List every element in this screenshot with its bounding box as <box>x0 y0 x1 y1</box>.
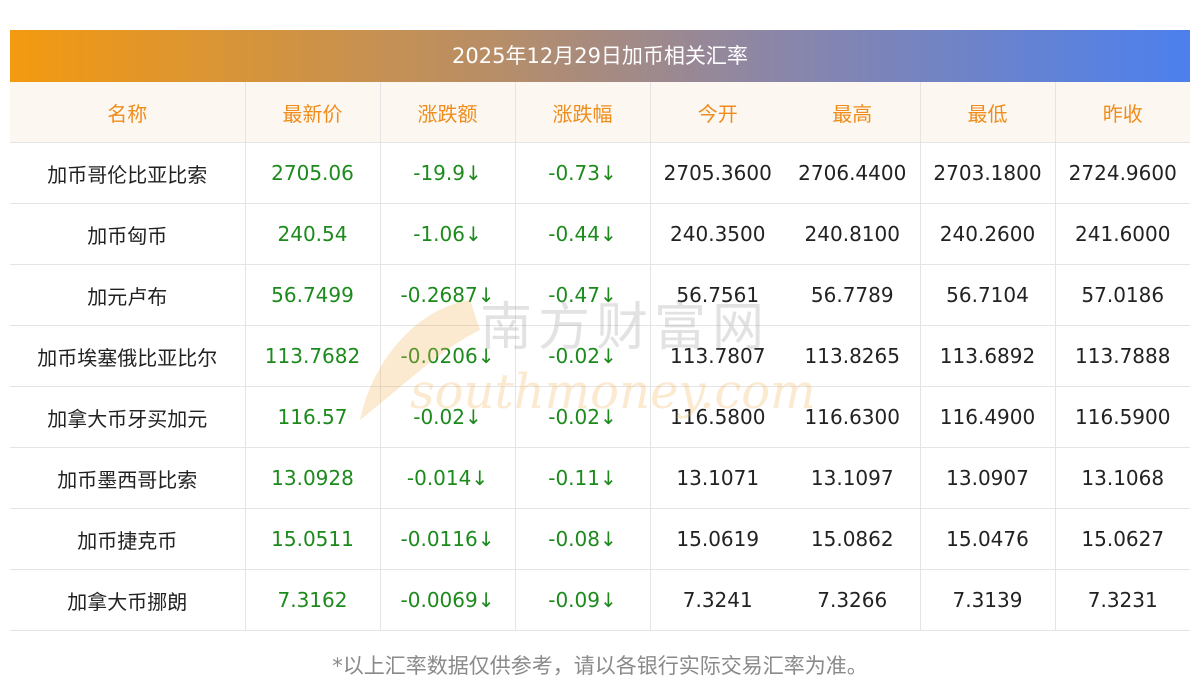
cell-latest: 240.54 <box>245 203 381 265</box>
cell-open: 113.7807 <box>650 325 785 387</box>
cell-change: -0.014↓ <box>380 447 516 509</box>
cell-change: -0.0116↓ <box>380 508 516 570</box>
cell-open: 7.3241 <box>650 569 785 631</box>
table-row: 加币匈币 240.54 -1.06↓ -0.44↓ 240.3500 240.8100 24… <box>10 203 1190 265</box>
cell-high: 116.6300 <box>785 386 921 448</box>
cell-low: 240.2600 <box>920 203 1056 265</box>
cell-high: 13.1097 <box>785 447 921 509</box>
cell-pct: -0.44↓ <box>515 203 651 265</box>
cell-latest: 15.0511 <box>245 508 381 570</box>
cell-low: 15.0476 <box>920 508 1056 570</box>
cell-low: 116.4900 <box>920 386 1056 448</box>
header-latest: 最新价 <box>245 82 381 143</box>
cell-low: 7.3139 <box>920 569 1056 631</box>
cell-high: 240.8100 <box>785 203 921 265</box>
page-title: 2025年12月29日加币相关汇率 <box>10 30 1190 82</box>
cell-low: 13.0907 <box>920 447 1056 509</box>
cell-open: 240.3500 <box>650 203 785 265</box>
cell-pct: -0.02↓ <box>515 325 651 387</box>
cell-pct: -0.09↓ <box>515 569 651 631</box>
header-open: 今开 <box>650 82 785 143</box>
cell-prev: 113.7888 <box>1055 325 1190 387</box>
cell-pct: -0.02↓ <box>515 386 651 448</box>
cell-high: 7.3266 <box>785 569 921 631</box>
cell-prev: 7.3231 <box>1055 569 1190 631</box>
cell-pct: -0.73↓ <box>515 142 651 204</box>
cell-high: 2706.4400 <box>785 142 921 204</box>
table-row: 加币哥伦比亚比索 2705.06 -19.9↓ -0.73↓ 2705.3600 2706… <box>10 142 1190 204</box>
cell-open: 2705.3600 <box>650 142 785 204</box>
cell-name: 加币匈币 <box>10 203 246 265</box>
cell-open: 56.7561 <box>650 264 785 326</box>
header-pct: 涨跌幅 <box>515 82 651 143</box>
cell-low: 113.6892 <box>920 325 1056 387</box>
table-row: 加拿大币牙买加元 116.57 -0.02↓ -0.02↓ 116.5800 116.63… <box>10 386 1190 448</box>
cell-latest: 116.57 <box>245 386 381 448</box>
cell-change: -19.9↓ <box>380 142 516 204</box>
cell-name: 加拿大币牙买加元 <box>10 386 246 448</box>
table-row: 加元卢布 56.7499 -0.2687↓ -0.47↓ 56.7561 56.7789 5… <box>10 264 1190 326</box>
cell-latest: 7.3162 <box>245 569 381 631</box>
cell-latest: 56.7499 <box>245 264 381 326</box>
table-row: 加币墨西哥比索 13.0928 -0.014↓ -0.11↓ 13.1071 13.109… <box>10 447 1190 509</box>
cell-name: 加币埃塞俄比亚比尔 <box>10 325 246 387</box>
cell-low: 56.7104 <box>920 264 1056 326</box>
rate-panel: 2025年12月29日加币相关汇率 名称 最新价 涨跌额 涨跌幅 今开 最高 最… <box>10 30 1190 631</box>
cell-high: 15.0862 <box>785 508 921 570</box>
cell-open: 116.5800 <box>650 386 785 448</box>
cell-change: -1.06↓ <box>380 203 516 265</box>
cell-latest: 13.0928 <box>245 447 381 509</box>
cell-change: -0.0206↓ <box>380 325 516 387</box>
footnote: *以上汇率数据仅供参考，请以各银行实际交易汇率为准。 <box>332 654 868 678</box>
cell-latest: 113.7682 <box>245 325 381 387</box>
table-row: 加拿大币挪朗 7.3162 -0.0069↓ -0.09↓ 7.3241 7.3266 7.… <box>10 569 1190 631</box>
cell-name: 加币墨西哥比索 <box>10 447 246 509</box>
cell-name: 加币哥伦比亚比索 <box>10 142 246 204</box>
cell-change: -0.2687↓ <box>380 264 516 326</box>
cell-pct: -0.47↓ <box>515 264 651 326</box>
rate-table: 名称 最新价 涨跌额 涨跌幅 今开 最高 最低 昨收 加币哥伦比亚比索 2705.… <box>10 82 1190 631</box>
cell-prev: 13.1068 <box>1055 447 1190 509</box>
header-high: 最高 <box>785 82 921 143</box>
table-row: 加币埃塞俄比亚比尔 113.7682 -0.0206↓ -0.02↓ 113.7807 1… <box>10 325 1190 387</box>
cell-pct: -0.11↓ <box>515 447 651 509</box>
cell-prev: 2724.9600 <box>1055 142 1190 204</box>
cell-high: 56.7789 <box>785 264 921 326</box>
cell-open: 13.1071 <box>650 447 785 509</box>
header-change: 涨跌额 <box>380 82 516 143</box>
cell-latest: 2705.06 <box>245 142 381 204</box>
cell-prev: 241.6000 <box>1055 203 1190 265</box>
cell-name: 加元卢布 <box>10 264 246 326</box>
cell-low: 2703.1800 <box>920 142 1056 204</box>
header-name: 名称 <box>10 82 246 143</box>
cell-open: 15.0619 <box>650 508 785 570</box>
cell-name: 加币捷克币 <box>10 508 246 570</box>
cell-prev: 15.0627 <box>1055 508 1190 570</box>
table-row: 加币捷克币 15.0511 -0.0116↓ -0.08↓ 15.0619 15.0862… <box>10 508 1190 570</box>
cell-prev: 116.5900 <box>1055 386 1190 448</box>
cell-change: -0.0069↓ <box>380 569 516 631</box>
cell-pct: -0.08↓ <box>515 508 651 570</box>
table-header-row: 名称 最新价 涨跌额 涨跌幅 今开 最高 最低 昨收 <box>10 82 1190 143</box>
header-prev: 昨收 <box>1055 82 1190 143</box>
cell-change: -0.02↓ <box>380 386 516 448</box>
header-low: 最低 <box>920 82 1056 143</box>
cell-name: 加拿大币挪朗 <box>10 569 246 631</box>
cell-high: 113.8265 <box>785 325 921 387</box>
cell-prev: 57.0186 <box>1055 264 1190 326</box>
